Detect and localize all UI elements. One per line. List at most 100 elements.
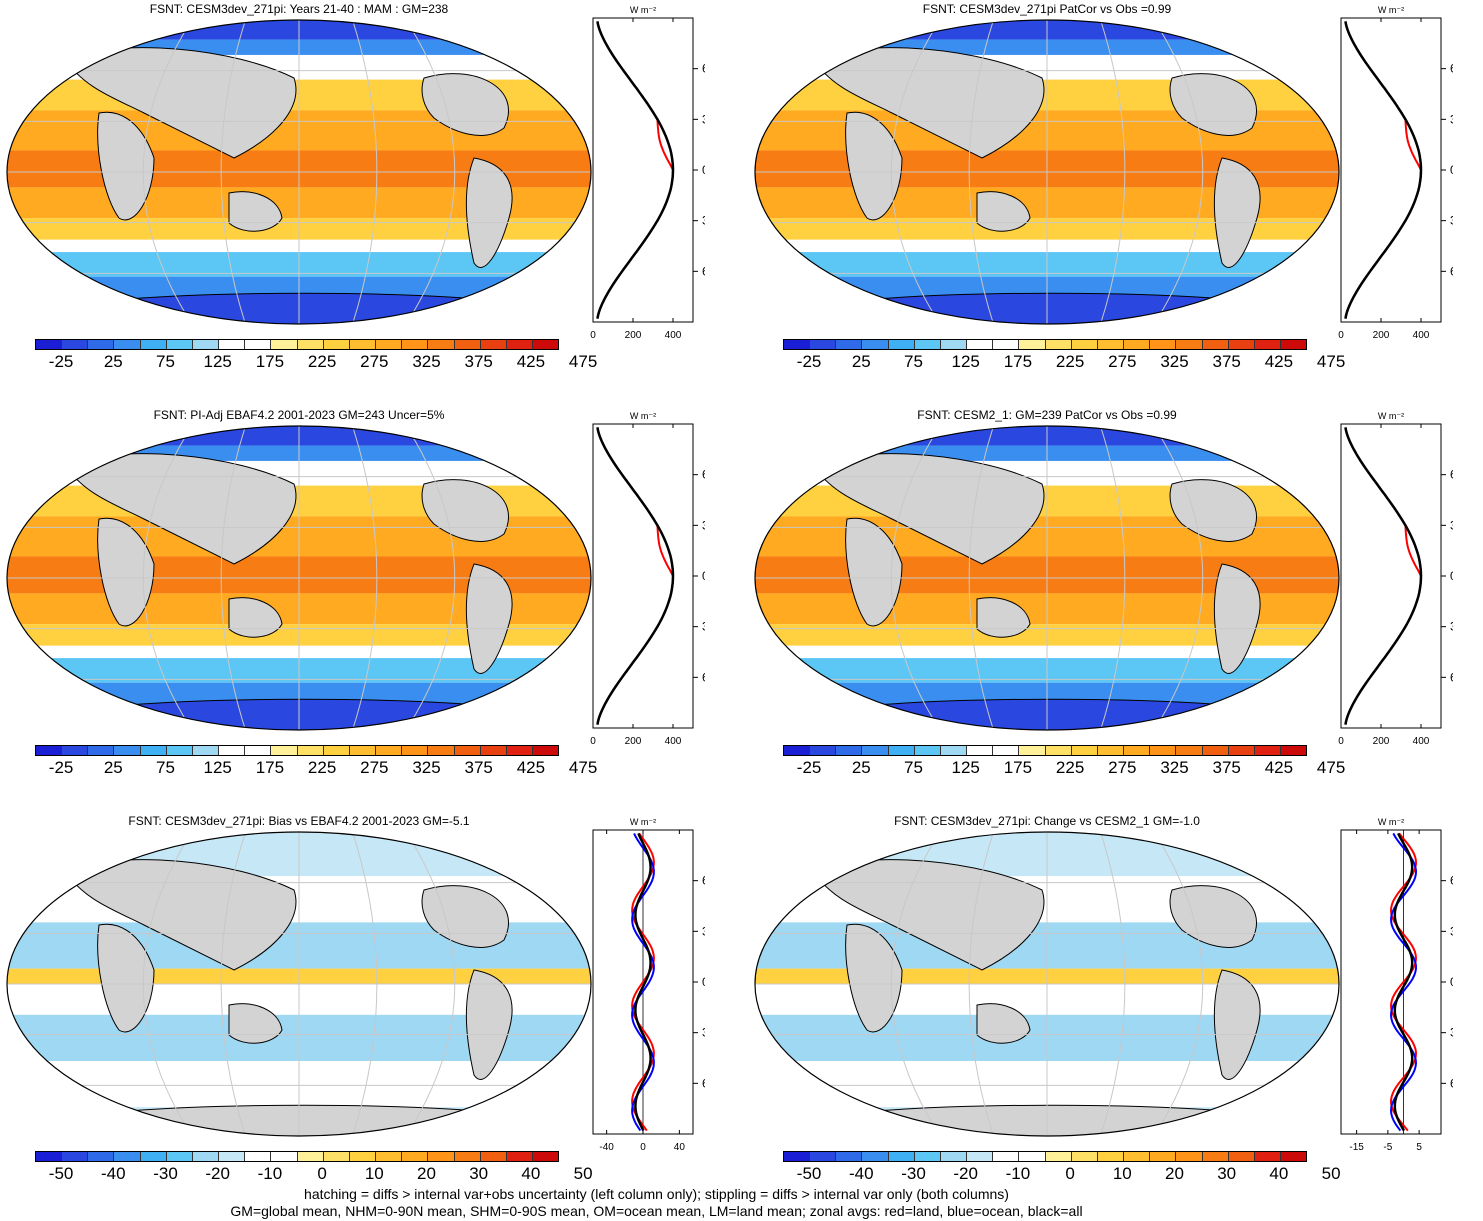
- colorbar-swatch: [914, 1152, 941, 1161]
- lat-tick-label: 0: [1450, 975, 1453, 989]
- colorbar-tick-label: 30: [1217, 1164, 1237, 1183]
- colorbar-swatch: [297, 340, 324, 349]
- x-tick-label: 0: [590, 330, 596, 341]
- zonal-line: [596, 427, 675, 725]
- lat-tick-label: 30S: [702, 214, 705, 228]
- unit-label: W m⁻²: [1378, 411, 1404, 421]
- colorbar-swatch: [192, 340, 220, 349]
- lat-tick-label: 60N: [702, 468, 705, 482]
- zonal-line: [596, 21, 675, 319]
- world-map: [6, 831, 592, 1137]
- lat-tick-label: 60S: [702, 1076, 705, 1090]
- colorbar-swatch: [888, 746, 915, 755]
- colorbar-tick-label: 225: [307, 352, 337, 371]
- colorbar: [35, 339, 559, 350]
- colorbar-tick-label: 125: [951, 758, 980, 777]
- lat-tick-label: 30S: [702, 1026, 705, 1040]
- colorbar-swatch: [1254, 746, 1281, 755]
- panel-title: FSNT: CESM3dev_271pi: Years 21-40 : MAM …: [149, 2, 449, 16]
- colorbar-tick-label: 225: [307, 758, 337, 777]
- colorbar-tick-label: 325: [1160, 352, 1189, 371]
- colorbar-tick-label: 25: [851, 758, 871, 777]
- zonal-line: [1344, 21, 1423, 319]
- x-tick-label: 400: [665, 736, 682, 747]
- colorbar-tick-label: 325: [412, 352, 441, 371]
- lat-tick-label: 30S: [1450, 620, 1453, 634]
- graticule-lon: [1100, 832, 1126, 1136]
- lat-tick-label: 60N: [1450, 62, 1453, 76]
- x-tick-label: 0: [1338, 330, 1344, 341]
- colorbar-swatch: [245, 746, 272, 755]
- colorbar: [35, 1151, 559, 1162]
- landmass-north-america: [1169, 73, 1258, 136]
- zonal-line: [1393, 832, 1414, 1132]
- colorbar-swatch: [914, 746, 941, 755]
- colorbar-swatch: [862, 340, 889, 349]
- graticule-lon: [352, 832, 378, 1136]
- colorbar-tick-label: 125: [203, 352, 232, 371]
- colorbar-swatch: [1176, 1152, 1203, 1161]
- zonal-line: [634, 832, 652, 1132]
- map-field: [7, 426, 591, 730]
- panel-title: FSNT: CESM3dev_271pi PatCor vs Obs =0.99: [922, 2, 1172, 16]
- graticule-lon: [890, 426, 941, 730]
- colorbar-swatch: [219, 340, 246, 349]
- map-border: [6, 19, 592, 325]
- colorbar-tick-label: 75: [156, 352, 175, 371]
- landmass-south-america: [1213, 969, 1261, 1080]
- landmass-south-america: [1213, 563, 1261, 674]
- landmass-eurasia: [811, 47, 1045, 159]
- unit-label: W m⁻²: [630, 5, 656, 15]
- colorbar-swatch: [810, 746, 837, 755]
- colorbar-swatch: [454, 340, 481, 349]
- colorbar-swatch: [784, 1152, 811, 1161]
- landmass-eurasia: [63, 47, 297, 159]
- colorbar-swatch: [219, 1152, 246, 1161]
- colorbar-tick-label: 75: [156, 758, 175, 777]
- colorbar-tick-label: 225: [1055, 352, 1085, 371]
- colorbar-tick-label: -25: [796, 352, 822, 371]
- graticule-lon: [968, 426, 994, 730]
- lat-tick-label: 60N: [1450, 874, 1453, 888]
- colorbar-tick-label: 0: [317, 1164, 327, 1183]
- world-map: [6, 425, 592, 731]
- colorbar-swatch: [297, 746, 324, 755]
- landmass-australia: [976, 1003, 1031, 1044]
- colorbar-swatch: [532, 746, 559, 755]
- colorbar-swatch: [862, 746, 889, 755]
- colorbar-swatch: [1019, 1152, 1046, 1161]
- colorbar-swatch: [810, 1152, 837, 1161]
- colorbar-swatch: [376, 1152, 403, 1161]
- colorbar-swatch: [323, 1152, 350, 1161]
- x-tick-label: 200: [625, 330, 642, 341]
- colorbar-swatch: [428, 746, 455, 755]
- zonal-frame: [592, 423, 694, 729]
- colorbar-swatch: [1280, 340, 1307, 349]
- colorbar-swatch: [62, 340, 89, 349]
- colorbar-swatch: [967, 746, 994, 755]
- footer-note-line2: GM=global mean, NHM=0-90N mean, SHM=0-90…: [230, 1203, 1083, 1219]
- zonal-line: [596, 427, 675, 725]
- map-border: [754, 19, 1340, 325]
- colorbar-swatch: [192, 746, 220, 755]
- colorbar-swatch: [271, 746, 298, 755]
- landmass-north-america: [421, 73, 510, 136]
- lat-tick-label: 0: [702, 163, 705, 177]
- colorbar-swatch: [888, 1152, 915, 1161]
- map-border: [6, 425, 592, 731]
- colorbar-swatch: [114, 340, 141, 349]
- colorbar-swatch: [1150, 340, 1177, 349]
- colorbar-swatch: [114, 1152, 141, 1161]
- colorbar-swatch: [1150, 1152, 1177, 1161]
- colorbar-swatch: [376, 340, 403, 349]
- colorbar-tick-label: 25: [851, 352, 871, 371]
- landmass-africa: [845, 517, 903, 627]
- colorbar-swatch: [1228, 340, 1255, 349]
- unit-label: W m⁻²: [1378, 817, 1404, 827]
- zonal-line: [1344, 21, 1423, 319]
- colorbar-tick-label: 75: [904, 352, 923, 371]
- lat-tick-label: 60S: [1450, 264, 1453, 278]
- colorbar-swatch: [88, 340, 115, 349]
- colorbar-tick-label: 40: [1269, 1164, 1289, 1183]
- colorbar-swatch: [1280, 1152, 1307, 1161]
